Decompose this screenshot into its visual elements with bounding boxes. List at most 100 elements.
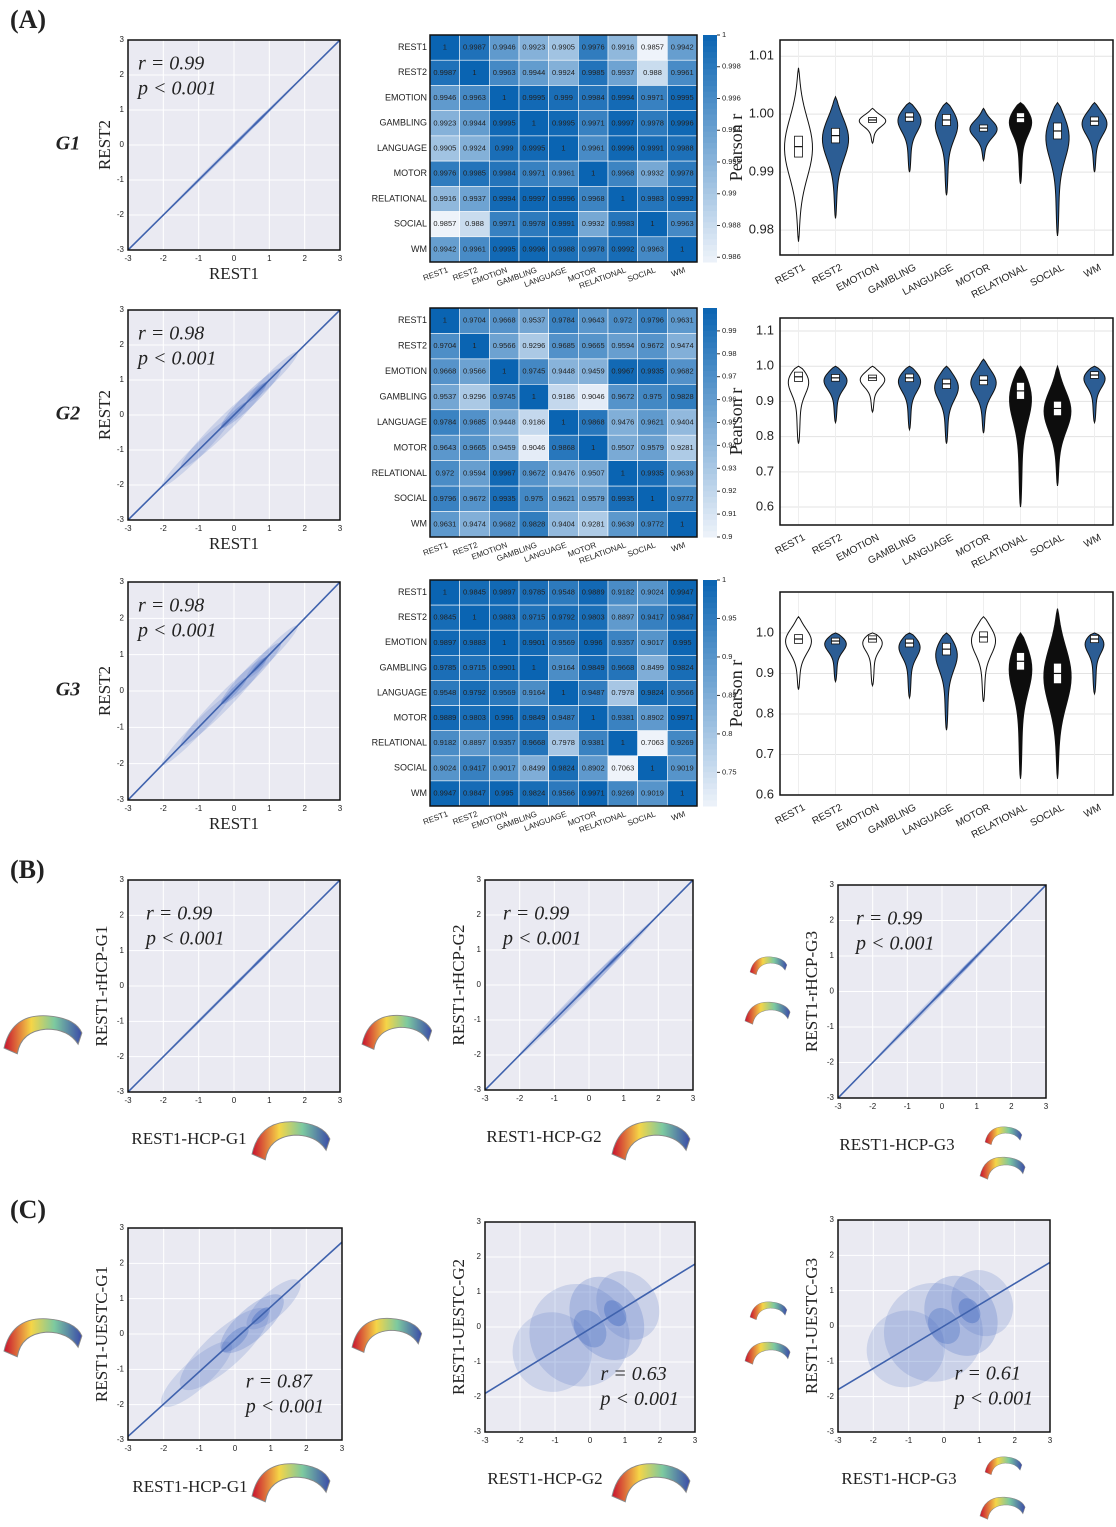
row-label: G1: [56, 133, 80, 155]
x-tick-label: 0: [232, 804, 237, 813]
colorbar-step: [703, 766, 717, 772]
colorbar-step: [703, 52, 717, 58]
x-tick-label: -2: [516, 1094, 524, 1103]
y-axis-label: REST2: [95, 390, 114, 440]
y-tick-label: -1: [117, 1016, 125, 1025]
annotation: p < 0.001: [144, 928, 225, 950]
colorbar-step: [703, 625, 717, 631]
colorbar-step: [703, 325, 717, 331]
row-label: RELATIONAL: [372, 738, 427, 748]
y-tick-label: 0.6: [756, 786, 774, 801]
cell-label: 0.9296: [463, 392, 486, 401]
colorbar-step: [703, 46, 717, 52]
cell-label: 0.9621: [552, 494, 575, 503]
colorbar-step: [703, 520, 717, 526]
cell-label: 1: [532, 663, 536, 672]
cell-label: 0.9883: [463, 638, 486, 647]
y-tick-label: 1: [830, 951, 835, 960]
cell-label: 0.9971: [522, 169, 545, 178]
brain-icon: [980, 1157, 1025, 1179]
cell-label: 0.9996: [552, 194, 575, 203]
cell-label: 0.9935: [611, 494, 634, 503]
colorbar-step: [703, 750, 717, 756]
x-tick-label: -1: [551, 1094, 559, 1103]
colorbar-step: [703, 704, 717, 710]
cell-label: 0.8897: [463, 738, 486, 747]
cell-label: 0.9537: [522, 316, 545, 325]
cell-label: 0.9784: [433, 417, 456, 426]
cell-label: 0.9507: [582, 468, 605, 477]
cell-label: 0.9685: [552, 341, 575, 350]
cell-label: 0.9985: [582, 68, 605, 77]
y-tick-label: 0.98: [749, 222, 774, 237]
colorbar-step: [703, 194, 717, 200]
cell-label: 0.9995: [522, 143, 545, 152]
cell-label: 0.9448: [493, 417, 516, 426]
cell-label: 0.9745: [493, 392, 516, 401]
cell-label: 0.9985: [463, 169, 486, 178]
colorbar-step: [703, 154, 717, 160]
y-tick-label: 1: [120, 650, 125, 659]
x-tick-label: REST1: [774, 532, 808, 557]
cell-label: 0.9715: [463, 663, 486, 672]
x-tick-label: -1: [195, 524, 203, 533]
cell-label: 1: [591, 713, 595, 722]
cell-label: 0.8499: [641, 663, 664, 672]
row-label: G3: [56, 679, 80, 701]
brain-icon: [750, 957, 787, 975]
cell-label: 0.9991: [641, 143, 664, 152]
cell-label: 0.9984: [493, 169, 516, 178]
colorbar-step: [703, 69, 717, 75]
y-tick-label: 0.8: [756, 428, 774, 443]
y-tick-label: 3: [830, 1215, 835, 1224]
colorbar-step: [703, 394, 717, 400]
cell-label: 0.9995: [552, 118, 575, 127]
y-tick-label: 3: [120, 305, 125, 314]
y-tick-label: 0: [120, 686, 125, 695]
cell-label: 0.9643: [433, 443, 456, 452]
y-tick-label: 2: [120, 613, 125, 622]
colorbar-step: [703, 659, 717, 665]
cell-label: 1: [680, 519, 684, 528]
y-tick-label: 2: [477, 910, 482, 919]
y-tick-label: -2: [474, 1050, 482, 1059]
cell-label: 0.9988: [671, 143, 694, 152]
cell-label: 0.9824: [522, 788, 545, 797]
cell-label: 0.9566: [671, 688, 694, 697]
cell-label: 1: [472, 341, 476, 350]
cell-label: 0.9631: [433, 519, 456, 528]
y-axis-label: REST1-UESTC-G1: [92, 1266, 111, 1402]
colorbar-step: [703, 371, 717, 377]
annotation: r = 0.61: [955, 1362, 1021, 1384]
cell-label: 0.9784: [552, 316, 575, 325]
y-axis-label: Pearson r: [726, 114, 746, 181]
cell-label: 0.9357: [493, 738, 516, 747]
y-tick-label: -3: [474, 1085, 482, 1094]
y-tick-label: 0.99: [749, 164, 774, 179]
colorbar-step: [703, 783, 717, 789]
y-tick-label: -3: [117, 795, 125, 804]
cell-label: 0.9937: [463, 194, 486, 203]
cell-label: 1: [591, 443, 595, 452]
colorbar-step: [703, 474, 717, 480]
colorbar-step: [703, 417, 717, 423]
cell-label: 0.9548: [552, 588, 575, 597]
cell-label: 0.9996: [671, 118, 694, 127]
x-tick-label: -2: [160, 1444, 168, 1453]
brain-icon: [985, 1127, 1022, 1145]
colorbar-step: [703, 211, 717, 217]
x-tick-label: -1: [195, 804, 203, 813]
cell-label: 0.9476: [611, 417, 634, 426]
cell-label: 0.7063: [641, 738, 664, 747]
cell-label: 0.9017: [641, 638, 664, 647]
colorbar-step: [703, 423, 717, 429]
x-tick-label: 0: [232, 524, 237, 533]
cell-label: 0.9621: [641, 417, 664, 426]
colorbar-step: [703, 41, 717, 47]
y-tick-label: 2: [830, 1250, 835, 1259]
x-tick-label: 2: [304, 1444, 309, 1453]
cell-label: 0.9404: [552, 519, 575, 528]
cell-label: 0.9639: [671, 468, 694, 477]
annotation: r = 0.98: [138, 323, 204, 345]
cell-label: 0.9357: [611, 638, 634, 647]
